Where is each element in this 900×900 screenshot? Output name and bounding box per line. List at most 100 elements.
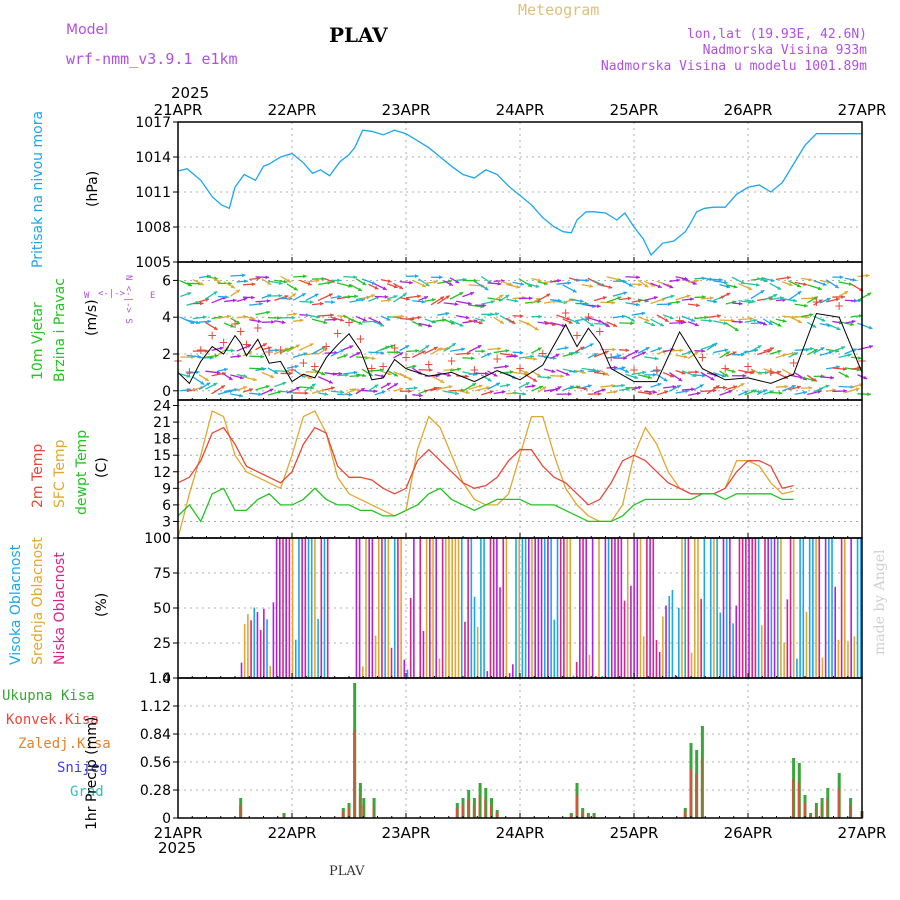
wind-arrowhead — [742, 373, 747, 378]
wind-arrowhead — [207, 319, 212, 324]
wind-arrowhead — [645, 347, 650, 351]
wind-arrowhead — [679, 348, 684, 353]
cloud-bar — [569, 538, 572, 678]
cloud-bar — [585, 538, 588, 678]
wind-arrowhead — [390, 344, 395, 349]
wind-arrowhead — [457, 367, 461, 372]
precip-conv-bar — [569, 814, 572, 818]
wind-arrowhead — [634, 375, 639, 380]
cloud-bar — [725, 538, 728, 678]
wind-arrowhead — [535, 284, 540, 288]
wind-arrowhead — [651, 322, 656, 327]
wind-arrowhead — [286, 278, 291, 283]
wind-arrowhead — [581, 370, 586, 374]
wind-arrowhead — [284, 347, 289, 352]
wind-arrowhead — [865, 273, 870, 278]
cloud-bar — [789, 538, 792, 678]
cloud-bar — [690, 652, 693, 678]
wind-arrowhead — [605, 323, 610, 327]
cloud-bars — [240, 538, 862, 678]
wind-arrowhead — [522, 391, 527, 396]
cloud-bar — [595, 675, 597, 678]
wind-arrowhead — [841, 295, 845, 299]
wind-arrowhead — [604, 350, 609, 355]
wind-arrowhead — [589, 322, 594, 327]
ytick-label: 18 — [153, 432, 171, 448]
wind-arrowhead — [777, 349, 782, 354]
wind-arrowhead — [373, 389, 378, 394]
cloud-bar — [438, 658, 441, 678]
cloud-bar — [486, 671, 489, 678]
cloud-bar — [243, 624, 246, 678]
wind-arrowhead — [659, 322, 664, 327]
year-top: 2025 — [171, 84, 209, 102]
wind-arrowhead — [855, 387, 860, 392]
wind-arrowhead — [222, 371, 226, 376]
wind-arrowhead — [565, 372, 570, 376]
wind-arrowhead — [337, 278, 341, 283]
wind-arrowhead — [477, 345, 482, 349]
wind-arrowhead — [384, 294, 389, 299]
gust-mark: + — [492, 352, 502, 366]
cloud-bar — [748, 538, 750, 678]
wind-arrowhead — [348, 283, 352, 288]
wind-unit: (m/s) — [84, 299, 100, 336]
temp-unit: (C) — [94, 457, 110, 478]
wind-arrowhead — [340, 349, 345, 353]
cloud-bar — [633, 538, 635, 678]
precip-conv-bar — [849, 805, 851, 818]
cloud-bar — [460, 538, 463, 678]
wind-arrowhead — [319, 301, 324, 306]
wind-arrowhead — [810, 346, 814, 351]
cloud-bar — [464, 621, 466, 678]
cloud-bar — [256, 612, 259, 678]
cloud-bar — [512, 664, 514, 678]
wind-arrowhead — [424, 296, 428, 300]
pressure-panel: Pritisak na nivou mora (hPa) 1005 1008 101… — [30, 111, 862, 271]
wind-arrowhead — [277, 316, 281, 320]
cloud-bar — [489, 538, 492, 678]
wind-arrowhead — [611, 300, 616, 305]
ytick-label: 1017 — [135, 115, 171, 131]
wind-arrowhead — [731, 369, 736, 374]
ytick-label: 0 — [162, 671, 171, 687]
bottom-date-25APR: 25APR — [610, 824, 659, 842]
ytick-label: 1008 — [135, 220, 171, 236]
wind-arrowhead — [670, 294, 675, 299]
ytick-label: 24 — [153, 399, 171, 415]
cloud-unit: (%) — [94, 593, 110, 617]
wind-arrowhead — [867, 392, 871, 397]
wind-arrowhead — [282, 381, 287, 386]
wind-arrowhead — [786, 275, 791, 280]
gust-mark: + — [310, 360, 320, 374]
cloud-bar — [840, 538, 843, 678]
wind-arrowhead — [535, 297, 540, 302]
cloud-bar — [575, 661, 578, 678]
ytick-label: 15 — [153, 448, 171, 464]
cloud-bar — [754, 538, 757, 678]
wind-arrowhead — [292, 293, 297, 298]
wind-arrowhead — [400, 314, 405, 319]
legend-konvek-kisa: Konvek.Kisa — [6, 712, 99, 728]
cloud-panel: Visoka Oblacnost Srednja Oblacnost Niska… — [8, 531, 862, 687]
cloud-bar — [390, 647, 393, 678]
wind-arrowhead — [309, 343, 314, 347]
cloud-bar — [441, 538, 444, 678]
wind-arrowhead — [380, 350, 385, 355]
wind-arrowhead — [482, 303, 487, 308]
wind-arrowhead — [262, 367, 267, 372]
wind-arrowhead — [817, 286, 822, 291]
cloud-bar — [355, 538, 358, 678]
wind-arrowhead — [393, 284, 398, 289]
precip-conv-bar — [358, 795, 361, 818]
ytick-label: 4 — [162, 310, 171, 326]
wind-arrowhead — [374, 384, 379, 389]
wind-arrowhead — [338, 371, 343, 376]
precip-conv-bar — [820, 805, 823, 818]
wind-arrowhead — [826, 297, 831, 302]
gust-mark: + — [561, 306, 571, 320]
cloud-bar — [361, 666, 364, 678]
wind-arrowhead — [465, 390, 470, 395]
wind-arrowhead — [690, 318, 695, 322]
